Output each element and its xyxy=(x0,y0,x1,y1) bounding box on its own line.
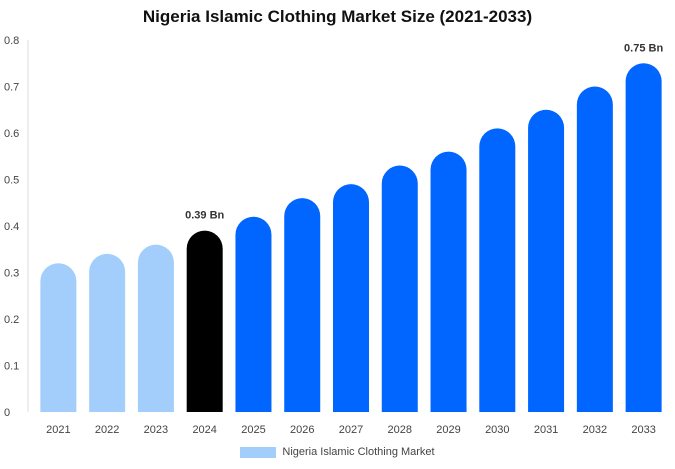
y-tick-label: 0.6 xyxy=(4,128,19,140)
x-tick-label: 2031 xyxy=(534,424,558,436)
legend-label: Nigeria Islamic Clothing Market xyxy=(282,446,435,458)
y-tick-label: 0.2 xyxy=(4,314,19,326)
x-tick-label: 2023 xyxy=(144,424,168,436)
bar-2026 xyxy=(284,198,321,412)
x-tick-label: 2028 xyxy=(388,424,412,436)
legend: Nigeria Islamic Clothing Market xyxy=(0,446,675,458)
bar-2021 xyxy=(40,263,77,412)
x-axis: 2021 2022 2023 2024 2025 2026 2027 2028 2029 2030… xyxy=(46,424,656,436)
x-tick-label: 2032 xyxy=(583,424,607,436)
data-label-2033: 0.75 Bn xyxy=(624,42,663,54)
x-tick-label: 2024 xyxy=(192,424,216,436)
bar-2027 xyxy=(333,184,369,412)
x-tick-label: 2026 xyxy=(290,424,314,436)
bar-2025 xyxy=(235,216,272,412)
bar-2028 xyxy=(381,165,418,412)
x-tick-label: 2027 xyxy=(339,424,363,436)
y-axis: 0 0.1 0.2 0.3 0.4 0.5 0.6 0.7 0.8 xyxy=(4,35,29,419)
x-tick-label: 2025 xyxy=(241,424,265,436)
bar-2030 xyxy=(479,128,516,412)
legend-swatch xyxy=(240,446,277,458)
y-tick-label: 0 xyxy=(4,407,10,419)
y-tick-label: 0.3 xyxy=(4,268,19,280)
y-tick-label: 0.4 xyxy=(4,221,19,233)
bar-2031 xyxy=(528,109,565,412)
bar-2032 xyxy=(576,86,613,413)
y-tick-label: 0.5 xyxy=(4,175,19,187)
y-tick-label: 0.7 xyxy=(4,82,19,94)
bar-2024 xyxy=(186,230,223,412)
x-tick-label: 2022 xyxy=(95,424,119,436)
y-tick-label: 0.8 xyxy=(4,35,19,47)
bars xyxy=(40,63,662,413)
bar-2022 xyxy=(89,253,126,412)
data-label-2024: 0.39 Bn xyxy=(185,210,224,222)
bar-2033 xyxy=(625,63,662,412)
annotations: 0.39 Bn 0.75 Bn xyxy=(185,42,663,221)
x-tick-label: 2033 xyxy=(631,424,655,436)
x-tick-label: 2030 xyxy=(485,424,509,436)
y-tick-label: 0.1 xyxy=(4,361,19,373)
x-tick-label: 2021 xyxy=(46,424,70,436)
bar-2029 xyxy=(430,151,467,412)
chart-title: Nigeria Islamic Clothing Market Size (20… xyxy=(142,7,533,26)
x-tick-label: 2029 xyxy=(436,424,460,436)
bar-2023 xyxy=(137,244,174,412)
